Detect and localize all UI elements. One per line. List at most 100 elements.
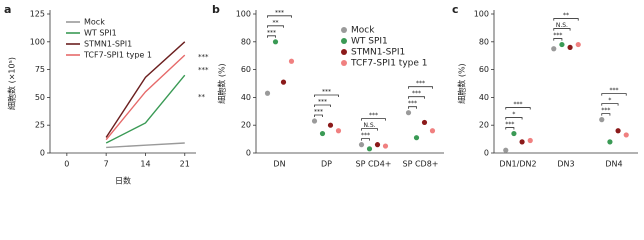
significance-bracket: [267, 15, 292, 18]
series-line: [105, 74, 186, 144]
legend-label: WT SPI1: [84, 29, 117, 38]
legend-label: STMN1-SPI1: [84, 40, 132, 49]
significance-label: ***: [412, 90, 421, 97]
significance-bracket: [505, 107, 531, 110]
significance-label: ***: [275, 9, 284, 16]
x-tick-label: 7: [104, 160, 109, 169]
x-tick-label: 14: [140, 160, 150, 169]
y-tick-label: 0: [40, 149, 45, 158]
significance-label: N.S.: [363, 122, 375, 129]
data-point: [327, 122, 334, 128]
significance-label: **: [563, 12, 569, 19]
legend-label: TCF7-SPI1 type 1: [350, 59, 427, 69]
significance-bracket: [553, 38, 563, 41]
significance-bracket: [361, 138, 370, 141]
data-point: [519, 139, 525, 145]
x-tick-label: DN3: [557, 160, 574, 169]
y-tick-label: 80: [241, 37, 251, 46]
x-tick-label: DN: [273, 160, 285, 169]
data-point: [264, 90, 271, 96]
y-tick-label: 0: [246, 149, 251, 158]
y-tick-label: 20: [241, 121, 251, 130]
data-point: [272, 39, 279, 45]
data-point: [311, 118, 318, 124]
data-point: [511, 130, 517, 137]
significance-label: *: [608, 97, 611, 104]
y-tick-label: 75: [35, 65, 45, 74]
axes: [49, 10, 196, 154]
data-point: [288, 58, 295, 64]
y-axis-label: 細胞数 (×10⁵): [7, 57, 17, 110]
x-tick-label: SP CD8+: [403, 160, 439, 169]
y-tick-label: 80: [479, 37, 489, 46]
legend-marker: [341, 38, 347, 44]
significance-label: N.S.: [556, 22, 568, 29]
significance-label: ***: [369, 112, 378, 119]
x-tick-label: DP: [321, 160, 332, 169]
significance-label: ***: [416, 80, 425, 87]
y-tick-label: 0: [484, 149, 489, 158]
significance-bracket: [505, 117, 523, 120]
significance-label: ***: [601, 107, 610, 114]
data-point: [382, 143, 389, 149]
y-tick-label: 25: [35, 121, 45, 130]
significance-label: ***: [610, 87, 619, 94]
y-tick-label: 50: [35, 93, 45, 102]
legend-label: Mock: [351, 26, 375, 36]
significance-label: ***: [322, 89, 331, 96]
series-line: [105, 41, 186, 138]
data-point: [599, 117, 605, 123]
legend-label: Mock: [84, 18, 105, 27]
data-point: [567, 44, 573, 50]
y-tick-label: 100: [30, 37, 45, 46]
significance-bracket: [408, 96, 425, 99]
significance-label: ***: [314, 109, 323, 116]
data-point: [559, 41, 565, 48]
significance-bracket: [553, 18, 579, 21]
significance-bracket: [505, 127, 515, 130]
significance-bracket: [314, 114, 323, 118]
annotation: ***: [198, 66, 209, 74]
y-tick-label: 20: [479, 121, 489, 130]
y-tick-label: 40: [479, 93, 489, 102]
data-point: [358, 142, 365, 148]
series-line: [105, 54, 186, 141]
data-point: [366, 146, 373, 152]
significance-label: ***: [408, 100, 417, 107]
y-tick-label: 40: [241, 93, 251, 102]
significance-bracket: [601, 113, 611, 116]
x-tick-label: SP CD4+: [356, 160, 392, 169]
significance-bracket: [314, 104, 331, 108]
significance-bracket: [601, 93, 627, 96]
significance-label: ***: [505, 121, 514, 128]
significance-label: **: [273, 19, 279, 26]
significance-bracket: [553, 28, 571, 31]
legend-label: STMN1-SPI1: [351, 48, 405, 58]
annotation: ***: [198, 53, 209, 61]
x-axis-label: 日数: [115, 176, 131, 186]
data-point: [374, 142, 381, 148]
x-tick-label: 21: [180, 160, 190, 169]
significance-bracket: [408, 86, 433, 89]
data-point: [527, 137, 533, 144]
significance-label: ***: [267, 29, 276, 36]
significance-bracket: [408, 106, 417, 109]
y-tick-label: 60: [241, 65, 251, 74]
y-axis-label: 細胞数 (%): [217, 63, 227, 103]
legend-marker: [341, 27, 347, 33]
significance-label: ***: [318, 99, 327, 106]
significance-label: ***: [361, 132, 370, 139]
x-tick-label: 0: [64, 160, 69, 169]
significance-bracket: [601, 103, 619, 106]
y-tick-label: 100: [474, 10, 489, 19]
data-point: [421, 119, 428, 126]
series-line: [106, 142, 185, 149]
significance-bracket: [361, 118, 386, 121]
data-point: [280, 79, 287, 85]
legend-marker: [341, 60, 347, 66]
data-point: [551, 46, 557, 52]
data-point: [503, 147, 509, 153]
y-tick-label: 100: [236, 10, 251, 19]
legend-marker: [341, 49, 347, 55]
